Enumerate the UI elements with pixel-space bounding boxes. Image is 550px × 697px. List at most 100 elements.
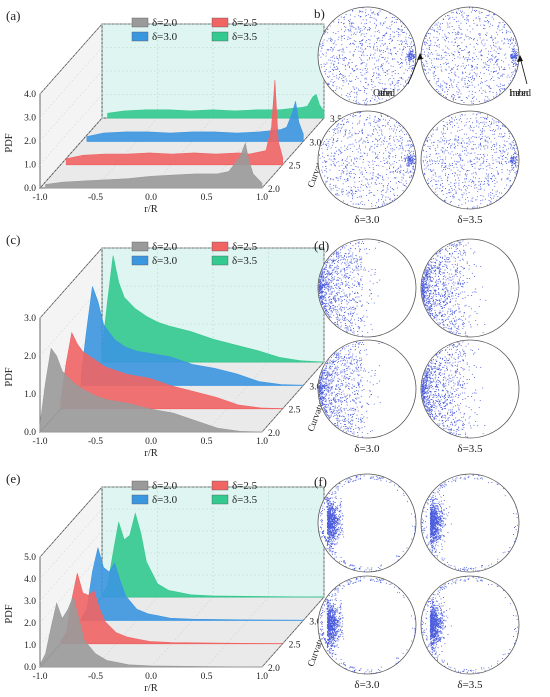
y-tick-label: 3.0 — [24, 597, 36, 607]
x-axis-label: r/R — [144, 448, 157, 459]
legend-label: δ=2.0 — [152, 241, 178, 253]
series-area-1 — [65, 80, 283, 165]
disk-outline — [420, 6, 520, 106]
legend-label: δ=2.5 — [232, 241, 258, 253]
gridline — [39, 117, 103, 189]
z-tick-label: 2.5 — [289, 406, 301, 416]
series-area-2 — [86, 101, 304, 142]
x-axis-label: r/R — [144, 204, 157, 215]
particle-cloud — [319, 111, 416, 209]
x-tick-label: -1.0 — [32, 193, 47, 203]
legend-swatch — [211, 255, 229, 266]
z-tick-label: 2.5 — [289, 641, 301, 651]
gridline — [150, 596, 214, 668]
legend-label: δ=2.0 — [152, 17, 178, 29]
gridline — [39, 47, 103, 118]
x-tick-label: 1.0 — [256, 193, 268, 203]
panel-label: (f) — [314, 474, 327, 489]
legend-label: δ=3.5 — [232, 255, 258, 267]
y-tick-label: 1.0 — [24, 641, 36, 651]
x-axis-label: r/R — [144, 683, 157, 694]
panel-label: (d) — [314, 238, 329, 253]
legend-swatch — [131, 17, 149, 28]
disk-caption: δ=3.5 — [457, 679, 483, 691]
scatter-panel-0: b)δ=2.0δ=2.5 δ=3.0 δ=3.5 Outer bend Inner be… — [314, 6, 531, 226]
disk-outline — [420, 339, 520, 439]
x-tick-label: 0.0 — [145, 437, 157, 447]
gridline — [39, 508, 103, 580]
disk-0: δ=2.0 — [317, 473, 417, 589]
gridline — [206, 361, 269, 433]
disk-1: δ=2.5 — [420, 6, 520, 122]
waterfall-panel-1: 0.01.02.03.0-1.0-0.50.00.51.03.53.02.52.… — [4, 232, 342, 459]
z-tick-label: 2.0 — [268, 429, 280, 439]
disk-0: δ=2.0 — [317, 238, 417, 354]
gridline — [39, 247, 103, 319]
y-tick-label: 0.0 — [24, 428, 36, 438]
gridline — [39, 530, 103, 602]
legend-label: δ=2.5 — [232, 480, 258, 492]
y-tick-label: 3.0 — [24, 114, 36, 124]
gridline — [95, 117, 158, 189]
x-tick-label: -1.0 — [32, 672, 47, 682]
disk-outline — [317, 110, 417, 210]
gridline — [206, 596, 269, 668]
z-tick-label: 3.0 — [309, 138, 321, 148]
particle-cloud — [421, 240, 487, 337]
z-tick-label: 3.0 — [309, 382, 321, 392]
particle-cloud — [318, 7, 416, 105]
x-tick-label: 0.5 — [201, 672, 213, 682]
legend-label: δ=2.0 — [152, 480, 178, 492]
legend-label: δ=3.5 — [232, 31, 258, 43]
gridline — [261, 596, 325, 668]
disk-outline — [420, 473, 520, 573]
disk-outline — [317, 238, 417, 338]
panel-label: b) — [314, 6, 325, 21]
particle-cloud — [319, 475, 416, 572]
particle-cloud — [318, 341, 381, 438]
y-tick-label: 2.0 — [24, 137, 36, 147]
x-tick-label: -0.5 — [88, 437, 103, 447]
series-area-0 — [39, 347, 263, 433]
legend-swatch — [211, 494, 229, 505]
x-tick-label: 1.0 — [256, 437, 268, 447]
disk-outline — [317, 575, 417, 675]
disk-outline — [317, 6, 417, 106]
gridline — [39, 23, 103, 95]
scatter-panel-1: (d)δ=2.0δ=2.5 δ=3.0 δ=3.5 — [314, 238, 520, 455]
z-tick-label: 3.0 — [309, 617, 321, 627]
series-area-3 — [101, 255, 325, 363]
y-tick-label: 1.0 — [24, 390, 36, 400]
y-tick-label: 0.0 — [24, 663, 36, 673]
gridline — [39, 486, 103, 558]
y-tick-label: 2.0 — [24, 619, 36, 629]
gridline — [39, 552, 103, 624]
series-area-0 — [45, 142, 263, 189]
gridline — [206, 117, 269, 189]
disk-caption: δ=3.5 — [457, 443, 483, 455]
arrow-head — [417, 53, 423, 60]
series-area-3 — [107, 94, 325, 119]
legend-swatch — [211, 31, 229, 42]
scatter-panel-2: (f)δ=2.0δ=2.5 δ=3.0 δ=3.5 — [314, 473, 520, 691]
x-tick-label: -0.5 — [88, 672, 103, 682]
particle-cloud — [319, 577, 416, 674]
disk-outline — [317, 339, 417, 439]
disk-outline — [420, 238, 520, 338]
annotation-arrow — [519, 56, 528, 85]
legend-swatch — [211, 241, 229, 252]
x-tick-label: -0.5 — [88, 193, 103, 203]
disk-outline — [420, 575, 520, 675]
disk-1: δ=2.5 — [420, 238, 520, 354]
legend-swatch — [131, 494, 149, 505]
legend-label: δ=3.0 — [152, 255, 178, 267]
gridline — [95, 596, 158, 668]
gridline — [261, 361, 325, 433]
disk-caption: δ=3.5 — [457, 214, 483, 226]
y-tick-label: 1.0 — [24, 161, 36, 171]
particle-cloud — [421, 341, 486, 438]
panel-label: (e) — [6, 471, 20, 486]
waterfall-panel-2: 0.01.02.03.04.05.0-1.0-0.50.00.51.03.53.… — [4, 471, 342, 694]
x-tick-label: 0.5 — [201, 437, 213, 447]
